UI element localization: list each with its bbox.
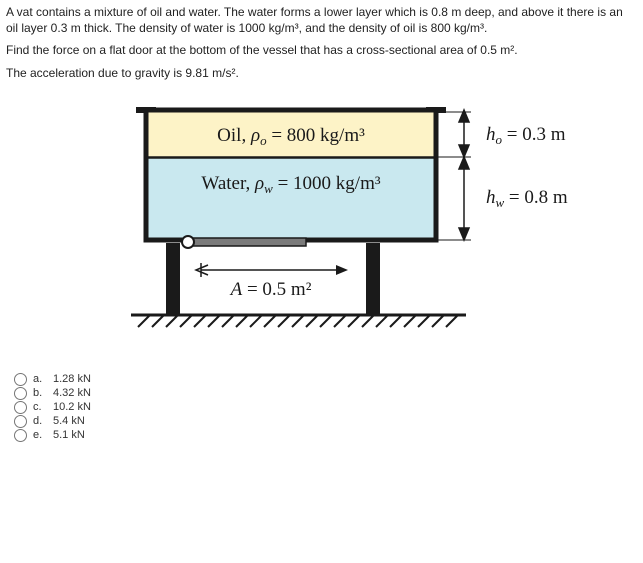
vat-diagram-svg: Oil, ρo = 800 kg/m³ Water, ρw = 1000 kg/… <box>126 95 596 355</box>
door-hinge <box>182 236 194 248</box>
option-letter: c. <box>33 401 43 413</box>
water-layer <box>149 157 434 237</box>
option-d-radio[interactable] <box>14 415 27 428</box>
option-d[interactable]: d. 5.4 kN <box>6 415 637 428</box>
leg-right <box>366 243 380 315</box>
option-e-radio[interactable] <box>14 429 27 442</box>
option-e[interactable]: e. 5.1 kN <box>6 429 637 442</box>
option-a[interactable]: a. 1.28 kN <box>6 373 637 386</box>
area-label: A = 0.5 m² <box>229 279 312 300</box>
option-a-radio[interactable] <box>14 373 27 386</box>
option-letter: d. <box>33 415 43 427</box>
question-line-1: A vat contains a mixture of oil and wate… <box>6 4 637 36</box>
option-c-radio[interactable] <box>14 401 27 414</box>
oil-label: Oil, ρo = 800 kg/m³ <box>217 125 365 148</box>
option-text: 10.2 kN <box>53 401 91 413</box>
water-label: Water, ρw = 1000 kg/m³ <box>201 173 380 196</box>
hw-label: hw = 0.8 m <box>486 187 568 210</box>
option-b[interactable]: b. 4.32 kN <box>6 387 637 400</box>
option-c[interactable]: c. 10.2 kN <box>6 401 637 414</box>
option-letter: b. <box>33 387 43 399</box>
question-line-3: The acceleration due to gravity is 9.81 … <box>6 65 637 81</box>
option-text: 4.32 kN <box>53 387 91 399</box>
option-letter: e. <box>33 429 43 441</box>
question-text: A vat contains a mixture of oil and wate… <box>6 4 637 81</box>
door <box>186 238 306 246</box>
leg-left <box>166 243 180 315</box>
option-text: 5.1 kN <box>53 429 85 441</box>
option-text: 5.4 kN <box>53 415 85 427</box>
area-dimension <box>196 263 348 277</box>
ho-arrow <box>459 110 469 157</box>
option-letter: a. <box>33 373 43 385</box>
diagram: Oil, ρo = 800 kg/m³ Water, ρw = 1000 kg/… <box>126 95 637 355</box>
answer-options: a. 1.28 kN b. 4.32 kN c. 10.2 kN d. 5.4 … <box>6 373 637 442</box>
ground-hatch <box>138 315 458 327</box>
option-b-radio[interactable] <box>14 387 27 400</box>
option-text: 1.28 kN <box>53 373 91 385</box>
question-line-2: Find the force on a flat door at the bot… <box>6 42 637 58</box>
hw-arrow <box>459 157 469 240</box>
ho-label: ho = 0.3 m <box>486 124 566 147</box>
